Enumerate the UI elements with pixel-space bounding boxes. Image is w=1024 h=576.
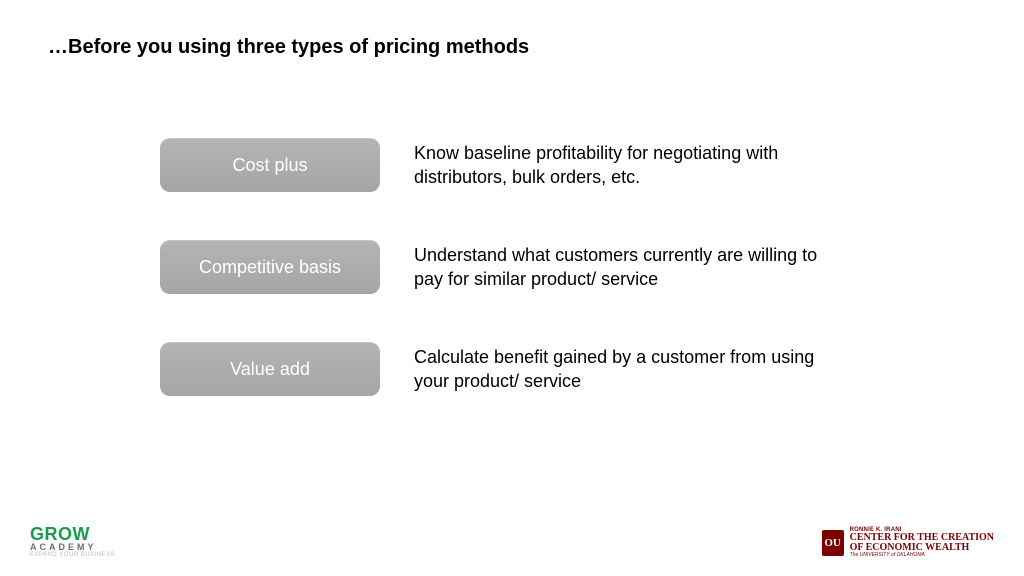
- pill-value-add: Value add: [160, 342, 380, 396]
- ou-badge-icon: OU: [822, 530, 844, 556]
- ou-line4: The UNIVERSITY of OKLAHOMA: [850, 553, 994, 558]
- footer: GROW ACADEMY EXPAND YOUR BUSINESS OU RON…: [0, 518, 1024, 558]
- slide: …Before you using three types of pricing…: [0, 0, 1024, 576]
- row-value-add: Value add Calculate benefit gained by a …: [160, 342, 964, 396]
- rows-container: Cost plus Know baseline profitability fo…: [160, 138, 964, 444]
- desc-cost-plus: Know baseline profitability for negotiat…: [414, 141, 844, 190]
- logo-grow-text: GROW: [30, 526, 115, 542]
- row-cost-plus: Cost plus Know baseline profitability fo…: [160, 138, 964, 192]
- desc-value-add: Calculate benefit gained by a customer f…: [414, 345, 844, 394]
- pill-cost-plus: Cost plus: [160, 138, 380, 192]
- logo-ou-center: OU RONNIE K. IRANI CENTER FOR THE CREATI…: [822, 527, 994, 558]
- logo-grow-academy: GROW ACADEMY EXPAND YOUR BUSINESS: [30, 526, 115, 558]
- pill-competitive-basis: Competitive basis: [160, 240, 380, 294]
- slide-title: …Before you using three types of pricing…: [48, 36, 529, 59]
- ou-text-block: RONNIE K. IRANI CENTER FOR THE CREATION …: [850, 527, 994, 558]
- logo-grow-tagline: EXPAND YOUR BUSINESS: [30, 552, 115, 558]
- row-competitive-basis: Competitive basis Understand what custom…: [160, 240, 964, 294]
- logo-academy-text: ACADEMY: [30, 542, 115, 552]
- desc-competitive-basis: Understand what customers currently are …: [414, 243, 844, 292]
